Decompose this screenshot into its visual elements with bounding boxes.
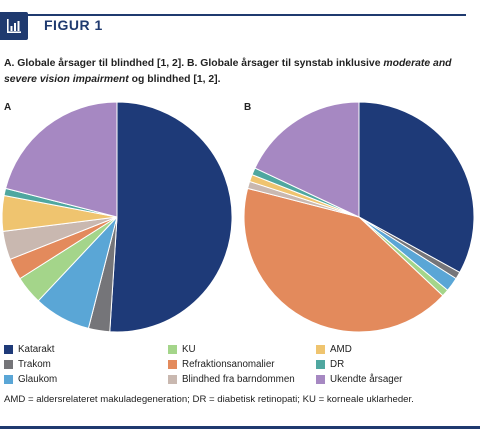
legend-swatch (316, 345, 325, 354)
caption-italic: moderate and severe vision impairment (4, 58, 452, 85)
pie-a-slice-ukendte-aarsager (5, 101, 118, 218)
caption-part-2: og blindhed [1, 2]. (128, 74, 221, 85)
bottom-rule (0, 426, 480, 429)
pie-charts-svg (1, 101, 475, 333)
legend-label: Ukendte årsager (330, 374, 403, 385)
legend-label: DR (330, 359, 345, 370)
header-rule (14, 14, 466, 16)
pie-chart-a (1, 101, 233, 333)
panel-b-label: B (244, 102, 252, 113)
legend-label: AMD (330, 344, 352, 355)
pie-b-slice-katarakt (358, 101, 475, 274)
legend-label: Refraktionsanomalier (182, 359, 275, 370)
legend-label: Trakom (18, 359, 51, 370)
caption-part-1: A. Globale årsager til blindhed [1, 2]. … (4, 58, 384, 69)
legend-swatch (168, 375, 177, 384)
figure-caption: A. Globale årsager til blindhed [1, 2]. … (4, 56, 474, 88)
legend-label: Blindhed fra barndommen (182, 374, 295, 385)
figure-title: FIGUR 1 (38, 17, 109, 33)
figure-header: FIGUR 1 (0, 0, 480, 44)
pie-chart-b (243, 101, 475, 333)
pie-charts-area (0, 95, 480, 340)
bar-chart-icon (0, 12, 28, 40)
legend-swatch (168, 360, 177, 369)
pie-a-slice-katarakt (109, 101, 233, 333)
legend-swatch (4, 360, 13, 369)
legend-swatch (316, 360, 325, 369)
panel-a-label: A (4, 102, 12, 113)
legend-swatch (4, 375, 13, 384)
legend-swatch (4, 345, 13, 354)
legend-swatch (168, 345, 177, 354)
legend-label: KU (182, 344, 196, 355)
chart-legend: Katarakt Trakom Glaukom KU Refraktionsanomal… (0, 342, 480, 390)
legend-swatch (316, 375, 325, 384)
pie-b-slice-ukendte-aarsager (254, 101, 360, 218)
footnote: AMD = aldersrelateret makuladegeneration… (4, 394, 414, 405)
pie-b-slice-refraktionsanomalier (243, 187, 444, 333)
legend-label: Glaukom (18, 374, 58, 385)
legend-label: Katarakt (18, 344, 55, 355)
